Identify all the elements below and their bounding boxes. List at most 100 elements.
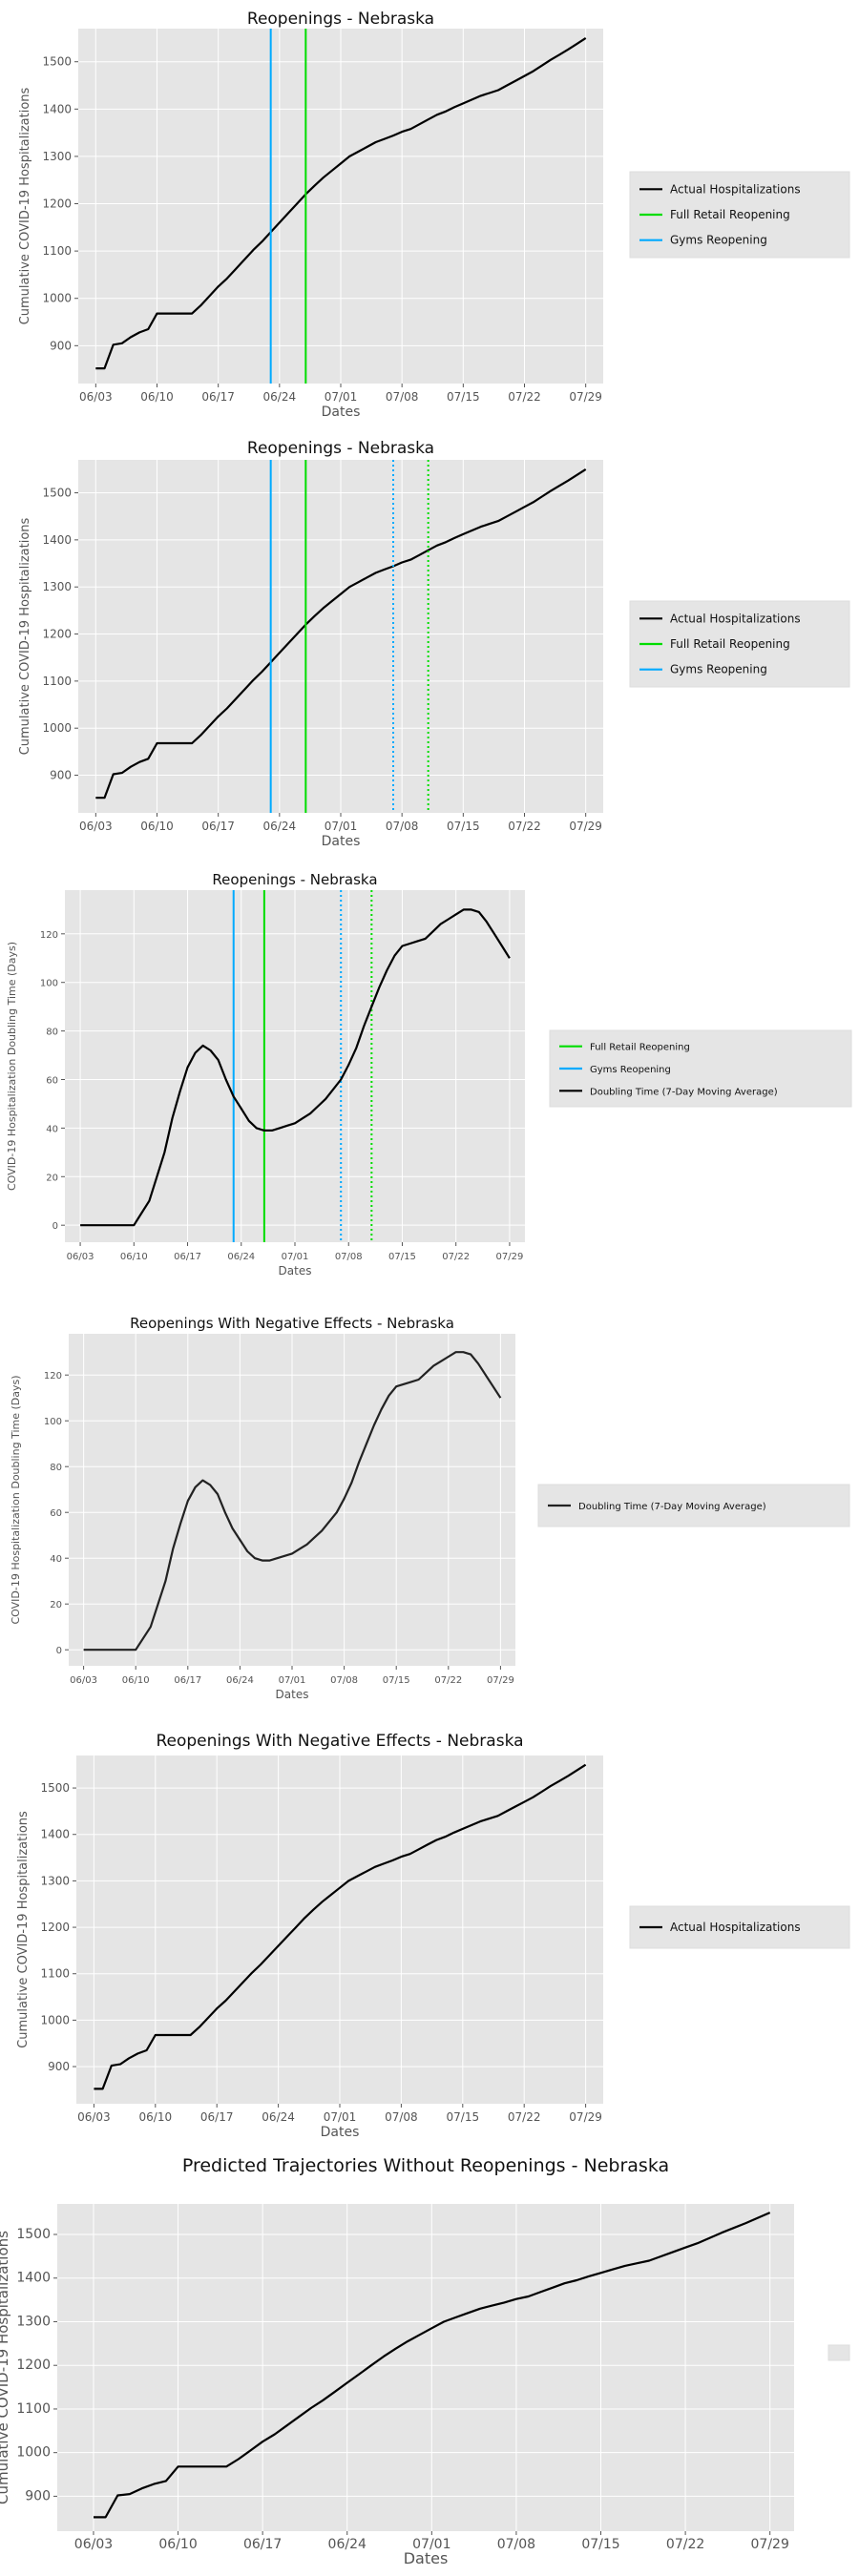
y-tick-label: 120 (40, 930, 58, 941)
x-tick-label: 07/22 (508, 390, 541, 404)
x-tick-label: 06/03 (67, 1252, 94, 1262)
legend-box (828, 2344, 850, 2361)
x-tick-label: 07/29 (569, 820, 602, 833)
y-tick-label: 1200 (16, 2358, 51, 2373)
y-tick-label: 1100 (40, 1967, 70, 1981)
y-tick-label: 40 (50, 1554, 62, 1565)
x-tick-label: 07/01 (325, 820, 358, 833)
x-tick-label: 06/17 (174, 1252, 201, 1262)
y-tick-label: 120 (44, 1371, 62, 1381)
x-tick-label: 07/08 (497, 2537, 535, 2552)
x-tick-label: 07/15 (447, 2110, 480, 2124)
x-tick-label: 06/17 (243, 2537, 282, 2552)
x-axis-label: Dates (322, 405, 361, 420)
x-tick-label: 07/08 (330, 1675, 358, 1686)
y-tick-label: 1300 (42, 150, 72, 163)
legend-label: Gyms Reopening (670, 663, 767, 676)
legend-box (629, 171, 850, 259)
x-tick-label: 07/29 (496, 1252, 524, 1262)
x-tick-label: 06/03 (70, 1675, 97, 1686)
y-tick-label: 20 (50, 1600, 62, 1610)
y-tick-label: 900 (25, 2488, 51, 2503)
legend-label: Gyms Reopening (670, 234, 767, 247)
x-tick-label: 07/08 (335, 1252, 363, 1262)
legend-label: Actual Hospitalizations (670, 612, 801, 625)
chart-title: Reopenings - Nebraska (247, 10, 434, 29)
chart-title: Reopenings - Nebraska (212, 871, 377, 888)
series-line (95, 467, 587, 800)
x-tick-label: 06/03 (77, 2110, 111, 2124)
y-tick-label: 60 (50, 1508, 62, 1519)
y-tick-label: 1500 (42, 55, 72, 69)
x-tick-label: 06/03 (74, 2537, 113, 2552)
y-tick-label: 1500 (42, 487, 72, 500)
series-line (95, 36, 587, 370)
y-tick-label: 80 (50, 1463, 62, 1473)
x-tick-label: 07/01 (279, 1675, 306, 1686)
y-tick-label: 1200 (42, 628, 72, 641)
x-axis-label: Dates (321, 2125, 360, 2140)
chart-panel-6: 06/03 06/10 06/17 06/24 07/01 07/08 07/15 07/22… (0, 2155, 850, 2567)
x-tick-label: 07/15 (447, 820, 480, 833)
y-tick-label: 900 (50, 339, 72, 352)
x-tick-label: 06/03 (79, 820, 113, 833)
y-tick-label: 100 (40, 979, 58, 989)
legend-label: Gyms Reopening (590, 1065, 671, 1075)
legend-label: Full Retail Reopening (670, 208, 790, 221)
y-tick-label: 1300 (42, 580, 72, 593)
x-tick-label: 06/24 (227, 1252, 255, 1262)
x-tick-label: 07/08 (385, 2110, 418, 2124)
x-tick-label: 07/01 (325, 390, 358, 404)
y-tick-label: 1000 (42, 721, 72, 735)
chart-title: Reopenings - Nebraska (247, 439, 434, 458)
legend-label: Doubling Time (7-Day Moving Average) (578, 1502, 766, 1512)
y-axis-label: COVID-19 Hospitalization Doubling Time (… (6, 942, 18, 1191)
x-tick-label: 07/15 (388, 1252, 416, 1262)
legend-label: Full Retail Reopening (590, 1043, 690, 1053)
y-axis-label: Cumulative COVID-19 Hospitalizations (0, 2231, 11, 2504)
x-tick-label: 06/17 (201, 390, 235, 404)
x-tick-label: 07/29 (751, 2537, 789, 2552)
x-axis-label: Dates (276, 1688, 309, 1701)
legend-box (549, 1029, 852, 1108)
x-tick-label: 06/17 (174, 1675, 201, 1686)
x-tick-label: 06/24 (226, 1675, 254, 1686)
y-tick-label: 1400 (42, 533, 72, 547)
x-axis-label: Dates (404, 2549, 449, 2567)
y-tick-label: 1000 (42, 292, 72, 305)
x-tick-label: 07/01 (324, 2110, 357, 2124)
x-tick-label: 07/22 (442, 1252, 470, 1262)
y-tick-label: 1200 (42, 197, 72, 211)
chart-panel-1: 06/03 06/10 06/17 06/24 07/01 07/08 07/15 07/22… (18, 10, 850, 420)
x-tick-label: 07/29 (569, 2110, 602, 2124)
x-axis-label: Dates (322, 834, 361, 849)
x-tick-label: 06/10 (158, 2537, 197, 2552)
y-tick-label: 1500 (16, 2227, 51, 2242)
x-tick-label: 07/22 (434, 1675, 462, 1686)
y-axis-label: Cumulative COVID-19 Hospitalizations (18, 517, 32, 755)
y-axis-label: Cumulative COVID-19 Hospitalizations (16, 1811, 31, 2048)
x-tick-label: 07/29 (487, 1675, 514, 1686)
x-tick-label: 06/10 (139, 2110, 173, 2124)
y-tick-label: 100 (44, 1417, 62, 1427)
x-tick-label: 07/22 (508, 820, 541, 833)
x-tick-label: 06/24 (328, 2537, 367, 2552)
x-tick-label: 07/22 (508, 2110, 541, 2124)
y-axis-label: COVID-19 Hospitalization Doubling Time (… (10, 1375, 22, 1624)
plot-background (57, 2204, 794, 2531)
series-line (83, 1351, 502, 1652)
legend-box (629, 600, 850, 688)
legend-label: Doubling Time (7-Day Moving Average) (590, 1087, 778, 1097)
chart-title: Predicted Trajectories Without Reopening… (182, 2155, 669, 2176)
x-tick-label: 06/10 (120, 1252, 148, 1262)
y-tick-label: 60 (46, 1075, 58, 1086)
chart-panel-4: 06/03 06/10 06/17 06/24 07/01 07/08 07/15 07/22… (10, 1315, 850, 1701)
x-tick-label: 07/15 (447, 390, 480, 404)
y-tick-label: 1100 (42, 244, 72, 258)
y-tick-label: 1400 (42, 102, 72, 115)
series-line (80, 908, 511, 1227)
x-tick-label: 07/29 (569, 390, 602, 404)
x-tick-label: 07/01 (282, 1252, 309, 1262)
x-tick-label: 06/24 (263, 390, 297, 404)
